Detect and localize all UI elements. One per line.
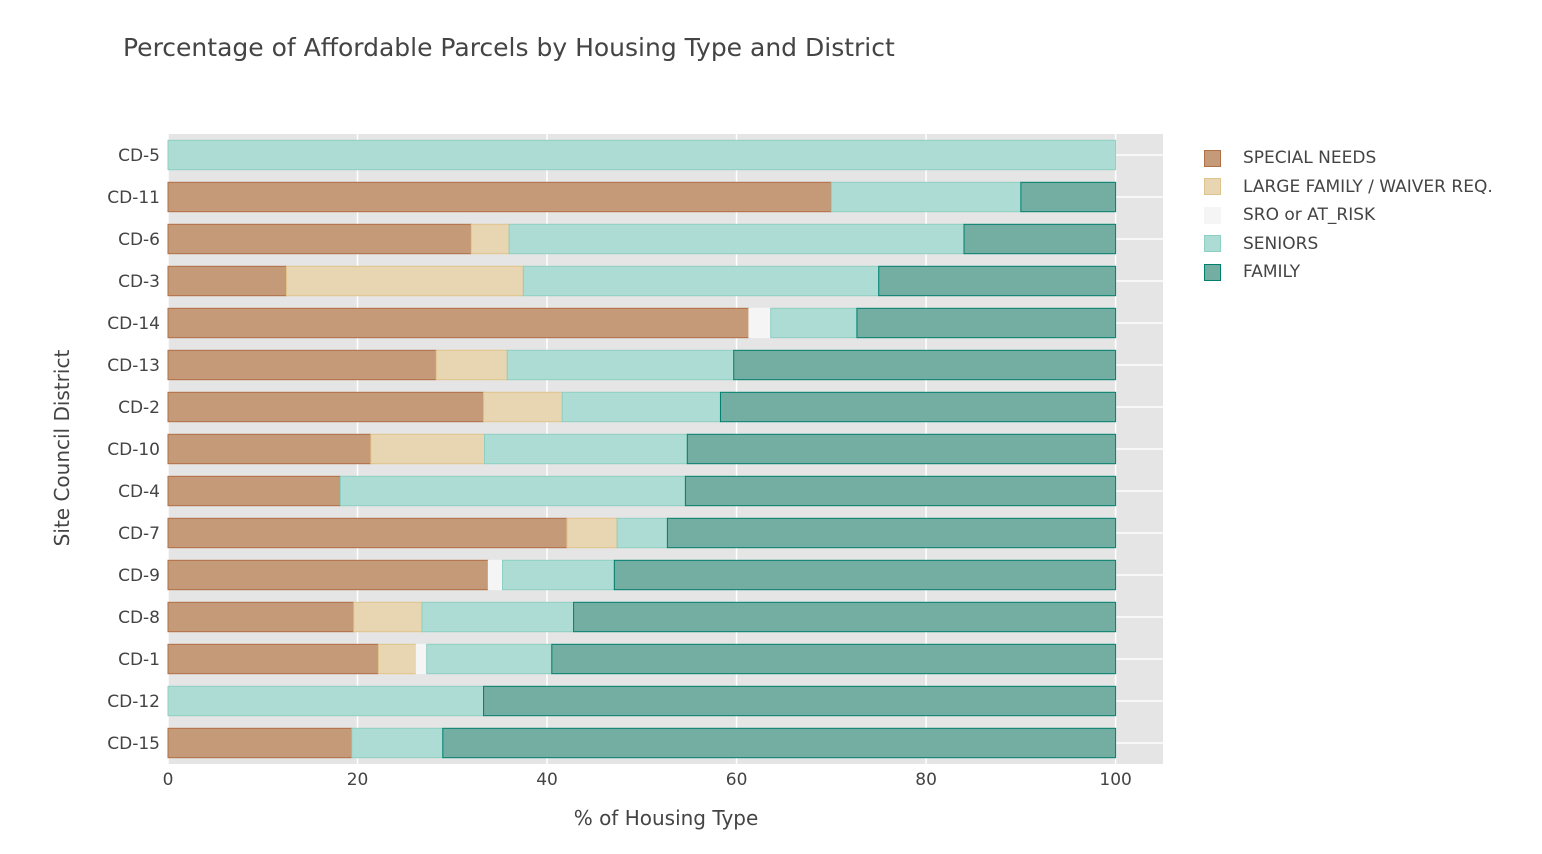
y-tick-label: CD-9 [118,566,160,586]
y-tick-label: CD-4 [118,482,160,502]
y-axis-title: Site Council District [50,349,74,547]
legend-label: SENIORS [1243,233,1319,254]
x-tick-label: 100 [1099,770,1131,790]
legend-swatch [1204,149,1221,167]
bar-cd-1-family[interactable] [551,643,1117,675]
bar-cd-3-seniors[interactable] [522,265,880,297]
bar-cd-3-large-family-waiver-req[interactable] [285,265,524,297]
bar-cd-9-family[interactable] [613,559,1117,591]
bar-cd-3-special-needs[interactable] [167,265,287,297]
bar-cd-4-special-needs[interactable] [167,475,341,507]
bar-cd-11-special-needs[interactable] [167,181,832,213]
bar-cd-6-seniors[interactable] [508,223,965,255]
y-tick-label: CD-2 [118,398,160,418]
legend-item[interactable]: SENIORS [1204,230,1493,259]
bar-cd-1-large-family-waiver-req[interactable] [377,643,417,675]
x-axis-title: % of Housing Type [573,806,759,830]
y-tick-label: CD-11 [107,188,160,208]
legend-label: FAMILY [1243,262,1301,283]
legend-item[interactable]: SRO or AT_RISK [1204,201,1493,230]
bar-cd-7-large-family-waiver-req[interactable] [566,517,618,549]
y-tick-label: CD-15 [107,734,160,754]
bar-cd-13-large-family-waiver-req[interactable] [435,349,508,381]
bar-cd-13-seniors[interactable] [506,349,735,381]
bar-cd-5-seniors[interactable] [167,139,1117,171]
legend-swatch [1204,178,1221,196]
bar-cd-2-family[interactable] [719,391,1117,423]
y-tick-label: CD-1 [118,650,160,670]
bar-cd-10-seniors[interactable] [484,433,688,465]
y-tick-label: CD-3 [118,272,160,292]
bar-cd-6-large-family-waiver-req[interactable] [470,223,510,255]
y-axis-ticks: CD-5 CD-11 CD-6 CD-3 CD-14 CD-13 CD-2 CD-10 CD-4… [107,146,160,754]
bar-cd-14-seniors[interactable] [770,307,858,339]
legend-label: LARGE FAMILY / WAIVER REQ. [1243,176,1493,197]
bar-cd-2-large-family-waiver-req[interactable] [483,391,563,423]
bar-cd-1-seniors[interactable] [426,643,553,675]
x-tick-label: 20 [347,770,369,790]
bar-cd-10-large-family-waiver-req[interactable] [370,433,486,465]
bar-cd-9-sro-or-at-risk[interactable] [487,559,504,591]
bar-cd-6-family[interactable] [963,223,1117,255]
x-axis-ticks: 0 20 40 60 80 100 [163,770,1132,790]
x-tick-label: 40 [536,770,558,790]
legend-label: SRO or AT_RISK [1243,205,1376,226]
bar-cd-9-seniors[interactable] [502,559,615,591]
bar-cd-8-family[interactable] [573,601,1117,633]
legend-label: SPECIAL NEEDS [1243,148,1377,169]
x-tick-label: 80 [915,770,937,790]
x-tick-label: 0 [163,770,174,790]
legend-item[interactable]: LARGE FAMILY / WAIVER REQ. [1204,173,1493,202]
bar-cd-4-seniors[interactable] [339,475,686,507]
bar-cd-3-family[interactable] [878,265,1117,297]
bar-cd-13-family[interactable] [733,349,1117,381]
bar-cd-2-seniors[interactable] [561,391,721,423]
bar-cd-10-family[interactable] [686,433,1117,465]
bar-cd-15-special-needs[interactable] [167,727,353,759]
legend-swatch [1204,263,1221,281]
bar-cd-11-family[interactable] [1020,181,1117,213]
bar-cd-8-special-needs[interactable] [167,601,355,633]
bar-cd-14-sro-or-at-risk[interactable] [748,307,772,339]
y-tick-label: CD-12 [107,692,160,712]
bar-cd-12-seniors[interactable] [167,685,485,717]
bars [167,139,1117,759]
bar-cd-14-family[interactable] [856,307,1117,339]
bar-cd-15-seniors[interactable] [351,727,444,759]
bar-cd-7-special-needs[interactable] [167,517,568,549]
legend-item[interactable]: SPECIAL NEEDS [1204,144,1493,173]
bar-cd-6-special-needs[interactable] [167,223,472,255]
legend-item[interactable]: FAMILY [1204,258,1493,287]
y-tick-label: CD-14 [107,314,160,334]
legend-swatch [1204,206,1221,224]
bar-cd-7-seniors[interactable] [616,517,668,549]
legend: SPECIAL NEEDS LARGE FAMILY / WAIVER REQ. S… [1204,144,1493,287]
bar-cd-1-sro-or-at-risk[interactable] [415,643,428,675]
y-tick-label: CD-13 [107,356,160,376]
bar-cd-8-seniors[interactable] [421,601,575,633]
bar-cd-11-seniors[interactable] [830,181,1022,213]
bar-cd-12-family[interactable] [483,685,1117,717]
bar-cd-10-special-needs[interactable] [167,433,372,465]
bar-cd-4-family[interactable] [684,475,1117,507]
y-tick-label: CD-7 [118,524,160,544]
legend-swatch [1204,235,1221,253]
bar-cd-15-family[interactable] [442,727,1117,759]
y-tick-label: CD-5 [118,146,160,166]
y-tick-label: CD-6 [118,230,160,250]
bar-cd-7-family[interactable] [666,517,1117,549]
bar-cd-8-large-family-waiver-req[interactable] [353,601,423,633]
bar-cd-13-special-needs[interactable] [167,349,437,381]
bar-cd-9-special-needs[interactable] [167,559,489,591]
x-tick-label: 60 [726,770,748,790]
y-tick-label: CD-10 [107,440,160,460]
bar-cd-14-special-needs[interactable] [167,307,750,339]
y-tick-label: CD-8 [118,608,160,628]
bar-cd-2-special-needs[interactable] [167,391,485,423]
chart-title: Percentage of Affordable Parcels by Hous… [123,33,895,62]
bar-cd-1-special-needs[interactable] [167,643,379,675]
